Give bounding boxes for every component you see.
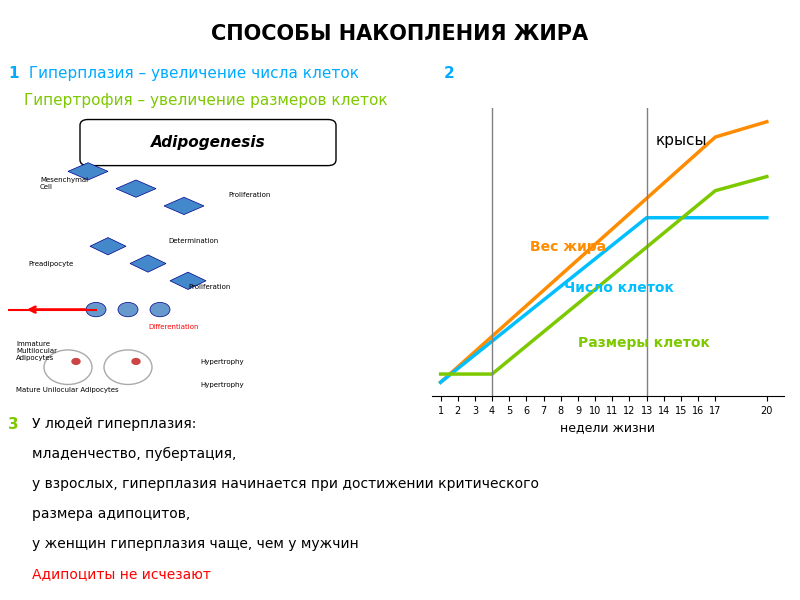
Text: 1: 1 — [8, 66, 18, 81]
Text: Proliferation: Proliferation — [228, 191, 270, 197]
Text: крысы: крысы — [655, 133, 706, 148]
Text: У людей гиперплазия:: У людей гиперплазия: — [32, 417, 196, 431]
Text: младенчество, пубертация,: младенчество, пубертация, — [32, 447, 236, 461]
FancyBboxPatch shape — [80, 119, 336, 166]
Circle shape — [132, 359, 140, 364]
Text: размера адипоцитов,: размера адипоцитов, — [32, 507, 190, 521]
Text: Differentiation: Differentiation — [148, 324, 198, 330]
Text: Determination: Determination — [168, 238, 218, 244]
Text: Размеры клеток: Размеры клеток — [578, 335, 710, 350]
Polygon shape — [130, 255, 166, 272]
Text: Adipogenesis: Adipogenesis — [150, 135, 266, 150]
Text: Mesenchymal
Cell: Mesenchymal Cell — [40, 177, 88, 190]
Text: Адипоциты не исчезают: Адипоциты не исчезают — [32, 567, 211, 581]
Polygon shape — [164, 197, 204, 215]
Text: 2: 2 — [444, 66, 454, 81]
Circle shape — [72, 359, 80, 364]
Circle shape — [104, 350, 152, 385]
Text: Число клеток: Число клеток — [564, 281, 674, 295]
Text: Гипертрофия – увеличение размеров клеток: Гипертрофия – увеличение размеров клеток — [24, 93, 388, 108]
Text: Preadipocyte: Preadipocyte — [28, 260, 74, 266]
Text: Hypertrophy: Hypertrophy — [200, 359, 244, 365]
Circle shape — [86, 302, 106, 317]
Circle shape — [118, 302, 138, 317]
Text: Вес жира: Вес жира — [530, 239, 606, 254]
Text: СПОСОБЫ НАКОПЛЕНИЯ ЖИРА: СПОСОБЫ НАКОПЛЕНИЯ ЖИРА — [211, 24, 589, 44]
Text: Гиперплазия – увеличение числа клеток: Гиперплазия – увеличение числа клеток — [24, 66, 359, 81]
Text: у женщин гиперплазия чаще, чем у мужчин: у женщин гиперплазия чаще, чем у мужчин — [32, 537, 358, 551]
Polygon shape — [116, 180, 156, 197]
Text: 3: 3 — [8, 417, 18, 432]
Polygon shape — [170, 272, 206, 289]
Text: у взрослых, гиперплазия начинается при достижении критического: у взрослых, гиперплазия начинается при д… — [32, 477, 539, 491]
Text: Hypertrophy: Hypertrophy — [200, 382, 244, 388]
Polygon shape — [90, 238, 126, 255]
Text: Immature
Multilocular
Adipocytes: Immature Multilocular Adipocytes — [16, 341, 57, 361]
Circle shape — [44, 350, 92, 385]
Polygon shape — [68, 163, 108, 180]
Circle shape — [150, 302, 170, 317]
Text: Proliferation: Proliferation — [188, 284, 230, 290]
Text: Mature Unilocular Adipocytes: Mature Unilocular Adipocytes — [16, 387, 118, 393]
X-axis label: недели жизни: недели жизни — [561, 421, 655, 434]
